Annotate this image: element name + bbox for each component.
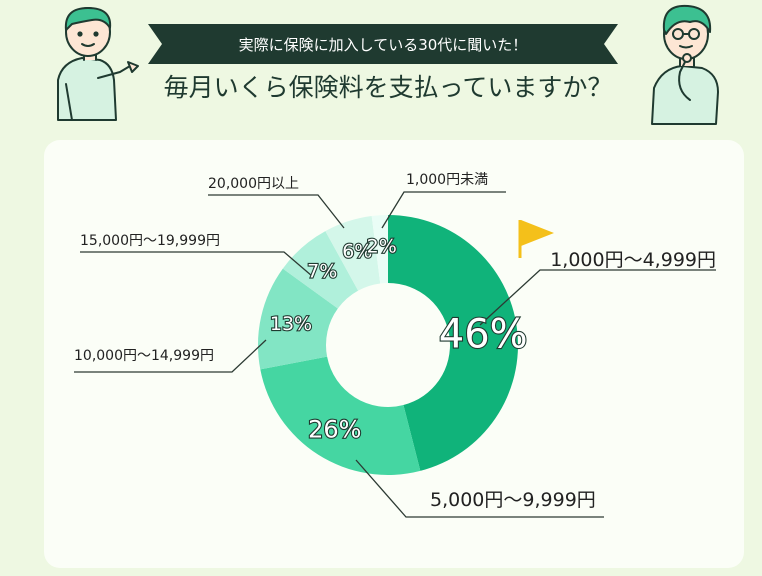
leader-line [80, 251, 313, 277]
leader-line [381, 191, 506, 229]
leader-line [74, 339, 267, 373]
chart-labels: 46% 1,000円～4,999円 26% 5,000円～9,999円 13% 10,00… [74, 172, 716, 511]
leader-lines [74, 191, 716, 518]
donut-slice [260, 356, 421, 475]
donut-chart [258, 215, 518, 475]
slice-percent-label: 7% [307, 260, 337, 282]
flag-icon [518, 220, 554, 258]
slice-percent-label: 6% [342, 240, 372, 262]
slice-percent-label: 13% [270, 313, 312, 335]
person-pointing-icon [57, 7, 139, 121]
donut-slice [388, 215, 518, 471]
ribbon-text: 実際に保険に加入している30代に聞いた！ [239, 36, 528, 54]
chart-card [44, 140, 744, 568]
donut-slice [282, 231, 359, 309]
slice-percent-label: 46% [439, 311, 528, 357]
slice-percent-label: 2% [367, 236, 397, 258]
donut-slice [371, 215, 388, 284]
slice-category-label: 20,000円以上 [208, 176, 299, 192]
header-ribbon: 実際に保険に加入している30代に聞いた！ [148, 24, 618, 64]
donut-slice [325, 216, 381, 291]
person-thinking-icon [651, 4, 719, 125]
leader-line [208, 194, 345, 229]
donut-slice [258, 268, 338, 370]
slice-percent-label: 26% [308, 416, 361, 444]
slice-category-label: 10,000円～14,999円 [74, 348, 214, 364]
leader-line [355, 459, 604, 518]
slice-category-label: 5,000円～9,999円 [430, 489, 596, 511]
leader-line [479, 269, 716, 326]
page-title: 毎月いくら保険料を支払っていますか？ [164, 73, 613, 102]
slice-category-label: 1,000円未満 [406, 172, 488, 188]
slice-category-label: 15,000円～19,999円 [80, 233, 220, 249]
slice-category-label: 1,000円～4,999円 [550, 249, 716, 271]
